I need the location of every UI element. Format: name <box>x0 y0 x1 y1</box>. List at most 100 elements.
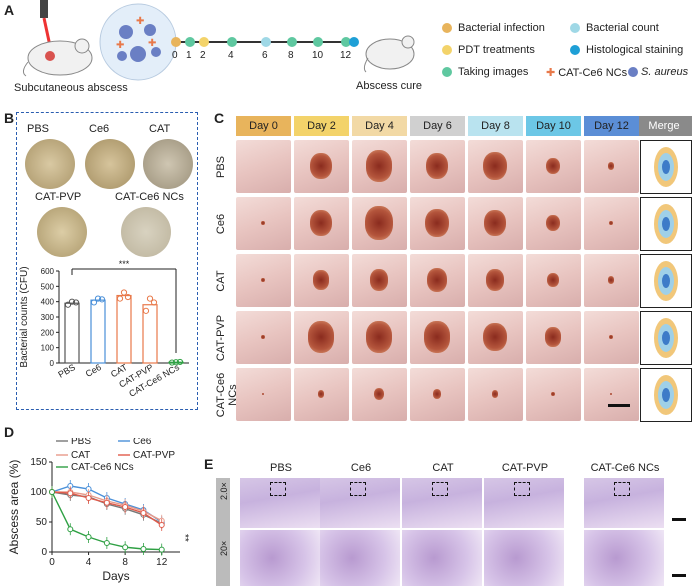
legend-text: CAT <box>71 450 90 461</box>
agar-plate-pbs <box>25 139 75 189</box>
magnification-bar <box>216 478 230 586</box>
day-header: Day 12 <box>584 116 639 136</box>
day-header: Day 2 <box>294 116 349 136</box>
timeline-labels: 0 1 2 4 6 8 10 12 <box>172 50 372 64</box>
histology-column-label: Ce6 <box>350 462 372 474</box>
wound-photo <box>584 197 639 250</box>
wound-photo <box>294 254 349 307</box>
bar <box>142 304 158 364</box>
magnification-2x: 2.0× <box>219 482 229 500</box>
wound-photo <box>236 197 291 250</box>
contour-inner <box>662 331 670 345</box>
wound-mark <box>366 321 392 353</box>
legend-dot <box>442 23 452 34</box>
wound-photo <box>352 368 407 421</box>
panel-label-c: C <box>214 110 225 126</box>
wound-mark <box>547 272 559 288</box>
histology-20x-image <box>402 530 482 586</box>
histology-20x-image <box>320 530 400 586</box>
legend-text: CAT-Ce6 NCs <box>71 462 134 473</box>
legend-dot <box>442 45 452 56</box>
merge-overlay <box>640 197 692 251</box>
x-axis-label: Days <box>102 569 129 583</box>
day-header: Day 6 <box>410 116 465 136</box>
zoom-box <box>432 482 448 496</box>
panel-a: ✚ ✚ ✚ Subcutaneous abscess 0 1 2 4 6 8 1… <box>10 0 700 108</box>
legend-text: Taking images <box>458 66 529 78</box>
bar <box>90 299 106 364</box>
label-subcutaneous-abscess: Subcutaneous abscess <box>14 82 128 94</box>
wound-photo <box>294 368 349 421</box>
wound-photo <box>410 311 465 364</box>
wound-mark <box>545 327 561 347</box>
legend-text: PDT treatments <box>458 44 535 56</box>
legend-dot <box>442 67 452 78</box>
scale-bar <box>672 574 686 577</box>
legend-dot <box>570 45 580 56</box>
data-point <box>85 534 92 540</box>
merge-overlay <box>640 254 692 308</box>
laser-icon <box>40 0 52 47</box>
wound-mark <box>546 214 560 232</box>
wound-photo <box>352 311 407 364</box>
wound-photo <box>410 368 465 421</box>
legend-bacterial-count: Bacterial count <box>570 22 659 34</box>
wound-mark <box>483 151 507 181</box>
bacterial-counts-chart: 0 100 200 300 400 500 600 Bacterial counts (CFU… <box>19 259 189 399</box>
wound-photo <box>468 140 523 193</box>
wound-photo <box>236 140 291 193</box>
y-tick-label: 400 <box>41 298 55 307</box>
wound-mark <box>426 152 448 180</box>
data-point <box>146 295 154 302</box>
wound-photo <box>584 368 639 421</box>
histology-column-label: PBS <box>269 462 292 474</box>
merge-contour <box>654 318 678 358</box>
panel-label-b: B <box>4 110 15 126</box>
data-point <box>68 298 76 305</box>
wound-photo <box>584 140 639 193</box>
data-point <box>158 522 165 528</box>
wound-mark <box>433 389 441 399</box>
wound-mark <box>609 220 613 226</box>
wound-mark <box>308 321 334 353</box>
wound-photo <box>526 197 581 250</box>
y-axis-label: Abscess area (%) <box>7 460 21 555</box>
timeline-day: 2 <box>200 50 206 61</box>
mouse-cured-icon <box>363 35 415 73</box>
histology-20x-image <box>584 530 664 586</box>
histology-2x-image <box>484 478 564 528</box>
zoom-box <box>514 482 530 496</box>
x-tick-label: Ce6 <box>84 362 103 379</box>
legend-text: CAT-PVP <box>133 450 175 461</box>
histology-2x-image <box>402 478 482 528</box>
wound-mark <box>486 269 504 291</box>
y-tick-label: 100 <box>30 487 47 498</box>
wound-photo <box>236 368 291 421</box>
timeline-day: 10 <box>312 50 324 61</box>
wound-mark <box>261 220 265 226</box>
cross-icon: ✚ <box>546 67 556 79</box>
plate-label: CAT <box>149 123 171 135</box>
data-point <box>85 495 92 501</box>
x-tick-label: PBS <box>56 362 77 380</box>
day-header: Day 8 <box>468 116 523 136</box>
agar-plate-cat-pvp <box>37 207 87 257</box>
wound-photo <box>352 140 407 193</box>
timeline-day: 6 <box>262 50 268 61</box>
y-axis-label: Bacterial counts (CFU) <box>19 266 30 367</box>
bar <box>116 294 132 364</box>
histology-20x-image <box>484 530 564 586</box>
legend-text: CAT-Ce6 NCs <box>558 67 628 79</box>
wound-mark <box>261 334 265 340</box>
data-point <box>103 499 110 506</box>
zoom-box <box>350 482 366 496</box>
wound-photo <box>468 197 523 250</box>
y-tick-label: 100 <box>41 344 55 353</box>
histology-2x-image <box>240 478 320 528</box>
plate-label: PBS <box>27 123 50 135</box>
merge-header: Merge <box>636 116 692 136</box>
y-tick-label: 150 <box>30 457 47 468</box>
y-tick-label: 500 <box>41 282 55 291</box>
legend-text: Histological staining <box>586 44 684 56</box>
merge-overlay <box>640 311 692 365</box>
